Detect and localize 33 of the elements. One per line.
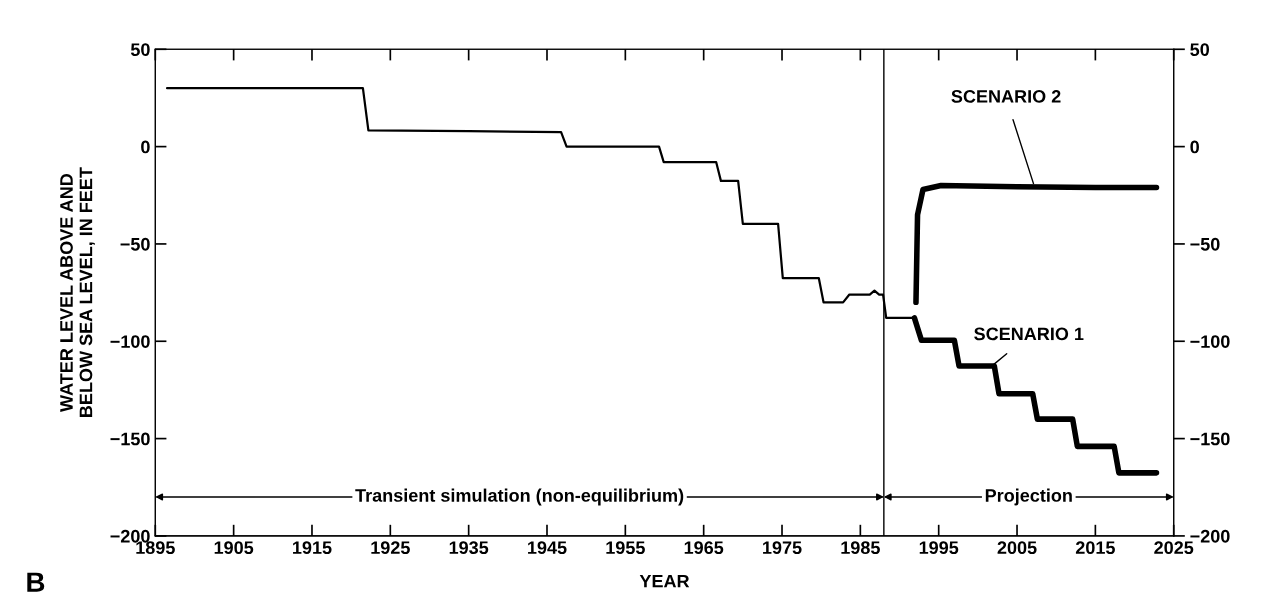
x-tick-label: 1975 — [763, 541, 802, 555]
x-tick-label: 2025 — [1154, 541, 1194, 555]
y-tick-label: −200 — [110, 529, 150, 543]
y-tick-label: −150 — [110, 432, 150, 446]
x-tick-label: 1985 — [841, 541, 880, 555]
x-tick-label: 1915 — [293, 541, 332, 555]
x-tick-label: 1995 — [919, 541, 959, 555]
x-tick-label: 1945 — [528, 541, 567, 555]
y2-tick-label: −50 — [1190, 237, 1220, 251]
y-axis-title: WATER LEVEL ABOVE AND BELOW SEA LEVEL, IN FEET — [60, 167, 95, 417]
x-tick-label: 1955 — [606, 541, 645, 555]
x-tick-label: 1905 — [214, 541, 254, 555]
x-tick-label: 1965 — [684, 541, 724, 555]
y-tick-label: −50 — [120, 237, 150, 251]
y-tick-label: 0 — [141, 140, 150, 154]
y-tick-label: −100 — [110, 335, 150, 348]
y2-tick-label: −200 — [1190, 529, 1230, 543]
x-axis-title: YEAR — [639, 574, 690, 588]
x-tick-label: 1895 — [136, 541, 175, 555]
y2-tick-label: 0 — [1190, 140, 1199, 154]
text: SCENARIO 2 — [951, 90, 1061, 103]
x-tick-label: 2005 — [997, 541, 1037, 555]
y2-tick-label: −100 — [1190, 335, 1230, 348]
y2-tick-label: −150 — [1190, 432, 1230, 446]
x-tick-label: 1935 — [449, 541, 489, 555]
x-tick-label: 1925 — [371, 541, 410, 555]
x-tick-label: 2015 — [1075, 541, 1115, 555]
y-tick-label: 50 — [130, 43, 150, 56]
annotation: Projection — [985, 488, 1072, 506]
annotation: Transient simulation (non-equilibrium) — [355, 488, 684, 506]
text: B — [27, 572, 45, 592]
y2-tick-label: 50 — [1190, 43, 1210, 56]
series-label: SCENARIO 1 — [974, 327, 1084, 341]
